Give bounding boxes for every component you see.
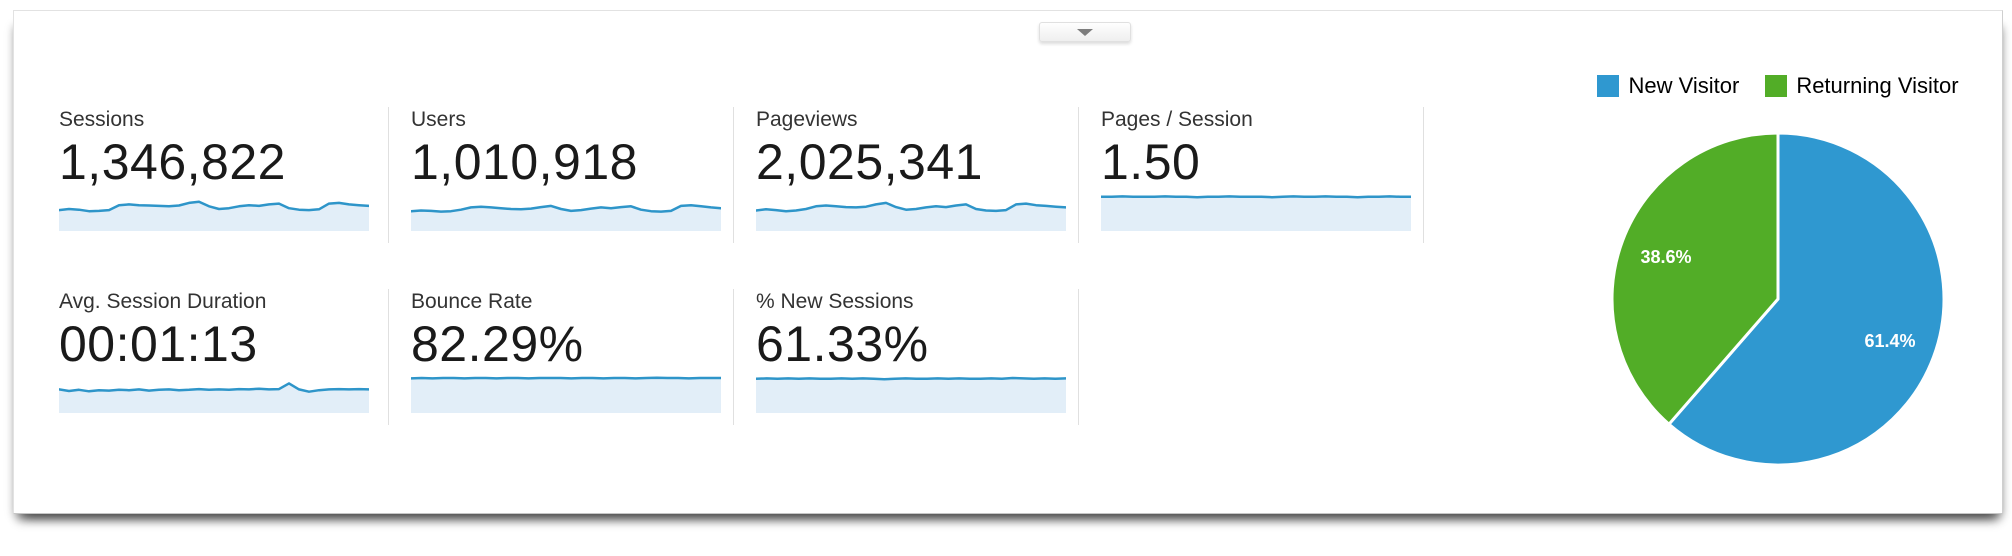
metric-value: 61.33% (756, 316, 929, 372)
pageviews-sparkline (756, 193, 1066, 231)
metric-avg-session-duration[interactable]: Avg. Session Duration 00:01:13 (44, 289, 389, 425)
avg-session-duration-sparkline (59, 375, 369, 413)
metric-value: 1,346,822 (59, 134, 286, 190)
pages-per-session-sparkline (1101, 193, 1411, 231)
percent-new-sessions-sparkline (756, 375, 1066, 413)
chevron-down-icon (1077, 28, 1093, 36)
metric-label: Users (411, 108, 466, 131)
legend-label: New Visitor (1628, 73, 1740, 98)
metric-value: 2,025,341 (756, 134, 983, 190)
svg-text:61.4%: 61.4% (1864, 331, 1915, 351)
metric-pageviews[interactable]: Pageviews 2,025,341 (734, 107, 1079, 243)
visitor-pie-chart[interactable]: 61.4% 38.6% (1558, 129, 1998, 469)
visitor-type-chart: New Visitor Returning Visitor 61.4% 38.6% (1558, 73, 1998, 469)
metrics-summary: Sessions 1,346,822 Users 1,010,918 Pagev… (44, 107, 1424, 425)
collapse-panel-button[interactable] (1039, 22, 1131, 42)
metric-label: % New Sessions (756, 290, 914, 313)
returning-visitor-swatch-icon (1765, 75, 1788, 97)
metric-sessions[interactable]: Sessions 1,346,822 (44, 107, 389, 243)
metric-label: Pages / Session (1101, 108, 1253, 131)
audience-overview-panel: Sessions 1,346,822 Users 1,010,918 Pagev… (13, 10, 2003, 514)
metric-percent-new-sessions[interactable]: % New Sessions 61.33% (734, 289, 1079, 425)
legend-label: Returning Visitor (1796, 73, 1959, 98)
metrics-row-2: Avg. Session Duration 00:01:13 Bounce Ra… (44, 289, 1424, 425)
metric-users[interactable]: Users 1,010,918 (389, 107, 734, 243)
sessions-sparkline (59, 193, 369, 231)
metric-value: 1.50 (1101, 134, 1201, 190)
metric-label: Pageviews (756, 108, 858, 131)
chart-legend: New Visitor Returning Visitor (1558, 73, 1998, 99)
users-sparkline (411, 193, 721, 231)
pie-chart-svg: 61.4% 38.6% (1610, 131, 1946, 467)
bounce-rate-sparkline (411, 375, 721, 413)
metric-bounce-rate[interactable]: Bounce Rate 82.29% (389, 289, 734, 425)
metric-value: 1,010,918 (411, 134, 638, 190)
metric-value: 82.29% (411, 316, 584, 372)
metric-value: 00:01:13 (59, 316, 258, 372)
metric-label: Avg. Session Duration (59, 290, 267, 313)
svg-text:38.6%: 38.6% (1640, 247, 1691, 267)
new-visitor-swatch-icon (1597, 75, 1620, 97)
metric-label: Bounce Rate (411, 290, 533, 313)
metric-pages-per-session[interactable]: Pages / Session 1.50 (1079, 107, 1424, 243)
legend-item-new-visitor: New Visitor (1597, 73, 1739, 99)
metrics-row-1: Sessions 1,346,822 Users 1,010,918 Pagev… (44, 107, 1424, 243)
metric-label: Sessions (59, 108, 145, 131)
legend-item-returning-visitor: Returning Visitor (1765, 73, 1959, 99)
